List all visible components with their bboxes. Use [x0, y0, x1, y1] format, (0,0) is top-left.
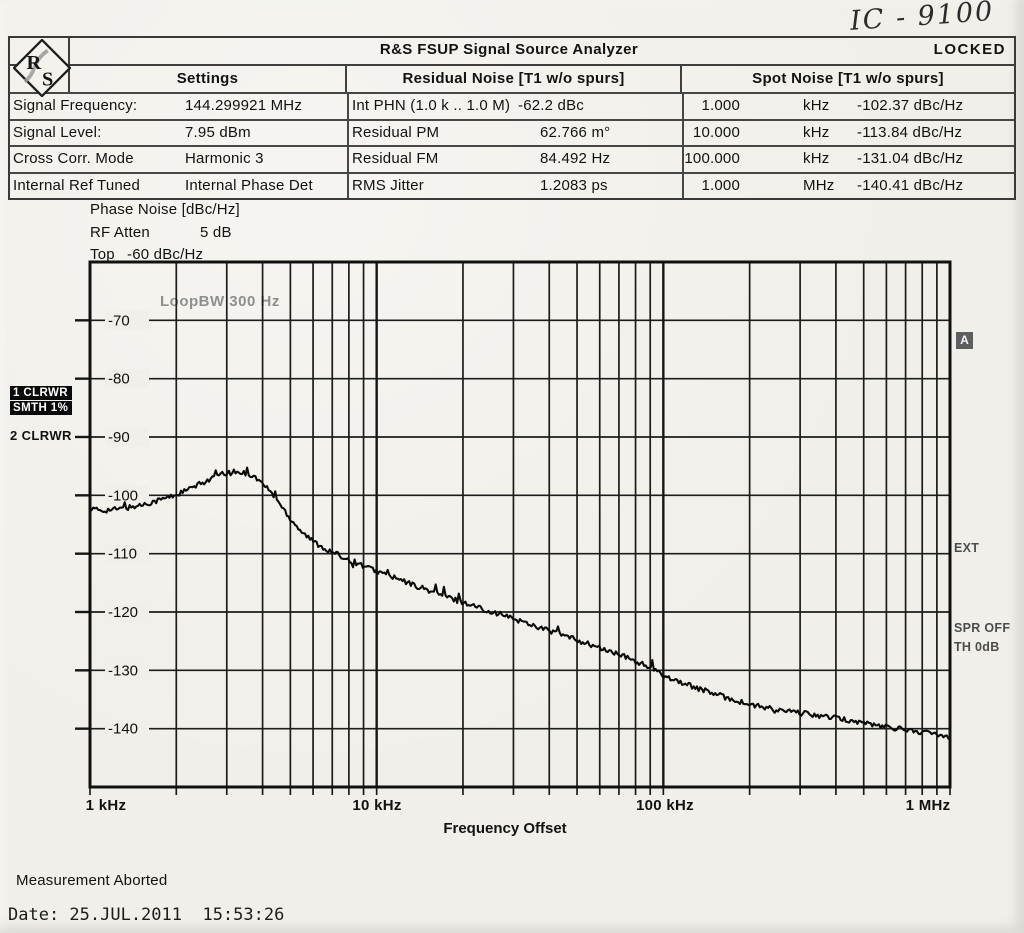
col-header-residual-noise: Residual Noise [T1 w/o spurs]: [345, 66, 680, 92]
residual-label: Residual FM: [352, 150, 439, 167]
setting-value: Internal Phase Det: [185, 176, 313, 194]
rs-logo: R S: [13, 39, 71, 97]
threshold-label: TH 0dB: [954, 640, 1000, 654]
logo-letter-r: R: [27, 52, 42, 74]
screen-a-badge: A: [956, 332, 973, 349]
svg-text:-90: -90: [108, 429, 130, 446]
col-header-spot-noise: Spot Noise [T1 w/o spurs]: [680, 66, 1014, 92]
rf-atten-label: RF Atten: [90, 224, 150, 241]
residual-value: 62.766 m°: [540, 123, 611, 141]
spot-frequency: 100.000: [684, 150, 740, 167]
date-line: Date: 25.JUL.2011 15:53:26: [8, 905, 285, 925]
spot-frequency: 1.000: [701, 97, 740, 114]
svg-text:-100: -100: [108, 487, 138, 504]
phase-noise-plot: LoopBW 300 Hz -70 -80 -90 -100 -110 -120 -130 -1…: [75, 260, 952, 795]
spot-level: -102.37 dBc/Hz: [857, 97, 964, 114]
table-row: Cross Corr. Mode Harmonic 3 Residual FM …: [10, 145, 1014, 172]
x-tick-10khz: 10 kHz: [352, 797, 402, 814]
setting-value: 144.299921 MHz: [185, 97, 303, 114]
residual-value: 84.492 Hz: [540, 150, 611, 167]
setting-label: Internal Ref Tuned: [13, 176, 141, 194]
residual-label: Residual PM: [352, 123, 440, 141]
spot-level: -113.84 dBc/Hz: [857, 123, 963, 141]
svg-text:-80: -80: [108, 371, 130, 388]
handwritten-note: IC - 9100: [849, 0, 996, 37]
table-row: Signal Frequency: 144.299921 MHz Int PHN…: [10, 92, 1014, 119]
trace1-smoothing-label: SMTH 1%: [10, 401, 73, 415]
app-title: R&S FSUP Signal Source Analyzer: [379, 41, 639, 58]
table-row: Signal Level: 7.95 dBm Residual PM 62.76…: [10, 118, 1014, 145]
spot-frequency: 1.000: [701, 176, 740, 194]
measurement-status: Measurement Aborted: [16, 872, 168, 889]
spot-level: -131.04 dBc/Hz: [857, 150, 964, 167]
residual-value: -62.2 dBc: [518, 97, 585, 114]
svg-text:-130: -130: [108, 662, 138, 679]
phase-noise-chart: LoopBW 300 Hz -70 -80 -90 -100 -110 -120 -130 -1…: [75, 260, 952, 795]
svg-text:LoopBW 300 Hz: LoopBW 300 Hz: [160, 293, 280, 310]
svg-text:-140: -140: [108, 721, 138, 738]
logo-cell: [10, 38, 70, 64]
column-header-row: Settings Residual Noise [T1 w/o spurs] S…: [10, 64, 1014, 92]
rf-atten-value: 5 dB: [200, 224, 232, 241]
phase-noise-title: Phase Noise [dBc/Hz]: [90, 201, 240, 218]
setting-label: Signal Level:: [13, 123, 102, 141]
measurement-summary-table: R&S FSUP Signal Source Analyzer LOCKED S…: [8, 36, 1016, 200]
lock-status: LOCKED: [933, 41, 1006, 58]
setting-label: Signal Frequency:: [13, 97, 138, 114]
spot-unit: kHz: [803, 150, 830, 167]
x-tick-1mhz: 1 MHz: [905, 797, 951, 814]
trace2-label: 2 CLRWR: [10, 428, 72, 443]
svg-text:-110: -110: [108, 546, 137, 563]
x-tick-100khz: 100 kHz: [636, 797, 694, 814]
residual-label: RMS Jitter: [352, 176, 425, 194]
spot-frequency: 10.000: [692, 123, 740, 141]
setting-value: Harmonic 3: [185, 150, 264, 167]
residual-label: Int PHN (1.0 k .. 1.0 M): [352, 97, 511, 114]
trace1-label: 1 CLRWR: [10, 386, 72, 400]
table-row: Internal Ref Tuned Internal Phase Det RM…: [10, 171, 1014, 198]
logo-letter-s: S: [42, 68, 53, 90]
spot-level: -140.41 dBc/Hz: [857, 176, 964, 194]
setting-value: 7.95 dBm: [185, 123, 251, 141]
spot-unit: kHz: [803, 123, 830, 141]
x-axis-title: Frequency Offset: [443, 820, 567, 837]
svg-text:-120: -120: [108, 604, 138, 621]
spot-unit: MHz: [803, 176, 835, 194]
x-tick-1khz: 1 kHz: [85, 797, 127, 814]
setting-label: Cross Corr. Mode: [13, 150, 134, 167]
title-row: R&S FSUP Signal Source Analyzer LOCKED: [10, 38, 1014, 64]
spot-unit: kHz: [803, 97, 830, 114]
top-level-label: Top: [90, 246, 115, 263]
col-header-settings: Settings: [176, 70, 239, 87]
ext-ref-label: EXT: [954, 541, 980, 555]
top-level-value: -60 dBc/Hz: [127, 246, 204, 263]
svg-text:-70: -70: [108, 312, 130, 329]
residual-value: 1.2083 ps: [540, 176, 608, 194]
spur-off-label: SPR OFF: [954, 621, 1011, 635]
